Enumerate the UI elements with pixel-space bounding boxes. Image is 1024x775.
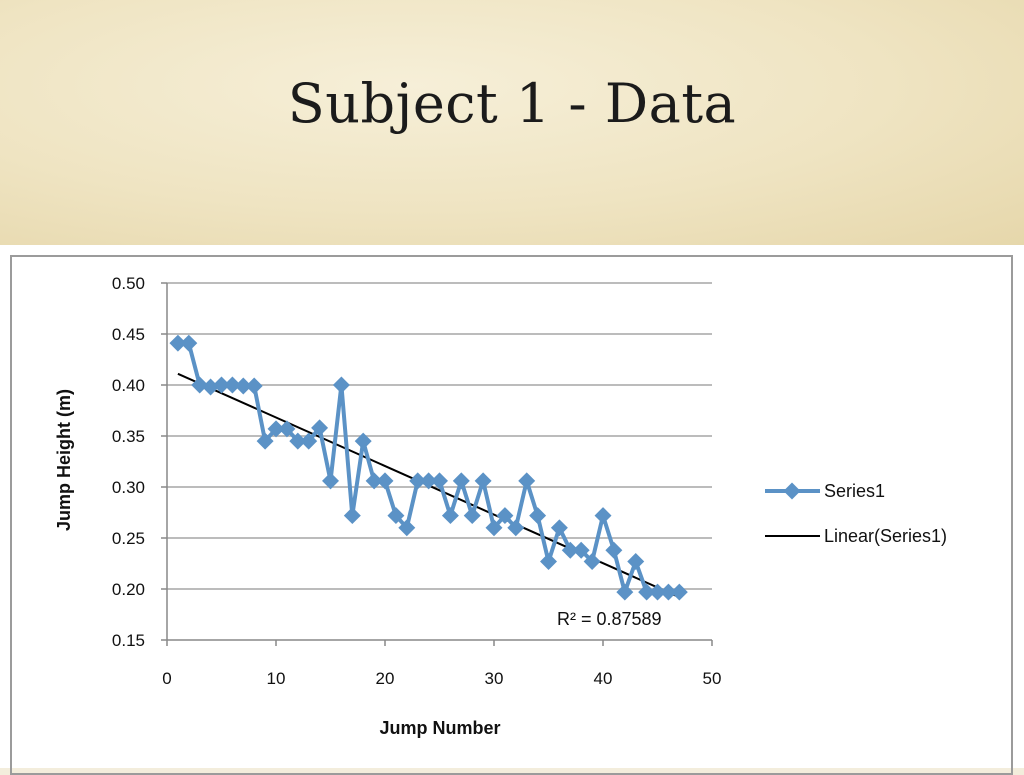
y-tick-label: 0.50 (112, 274, 145, 293)
data-point (169, 334, 187, 352)
legend-trendline-label: Linear(Series1) (824, 526, 947, 546)
legend-series1-marker (783, 482, 801, 500)
x-tick-label: 30 (485, 669, 504, 688)
slide-header: Subject 1 - Data (0, 0, 1024, 245)
y-tick-label: 0.35 (112, 427, 145, 446)
data-point (627, 552, 645, 570)
x-tick-label: 40 (594, 669, 613, 688)
y-tick-label: 0.45 (112, 325, 145, 344)
data-point (343, 507, 361, 525)
y-tick-label: 0.25 (112, 529, 145, 548)
data-point (670, 583, 688, 601)
y-axis-title: Jump Height (m) (54, 389, 74, 531)
legend: Series1 Linear(Series1) (765, 481, 947, 546)
data-point (234, 377, 252, 395)
y-tick-label: 0.30 (112, 478, 145, 497)
data-point (213, 376, 230, 394)
data-point (332, 376, 350, 394)
x-axis-title: Jump Number (379, 718, 500, 738)
data-point (256, 432, 274, 450)
data-point (223, 376, 241, 394)
data-point (387, 507, 405, 525)
legend-series1-label: Series1 (824, 481, 885, 501)
data-point (550, 519, 568, 537)
x-tick-label: 10 (267, 669, 286, 688)
data-point (616, 583, 634, 601)
data-point (354, 432, 372, 450)
axes (166, 283, 713, 646)
r-squared-label: R² = 0.87589 (557, 609, 662, 629)
data-point (191, 376, 209, 394)
data-point (540, 552, 558, 570)
slide-title: Subject 1 - Data (287, 72, 737, 135)
data-point (245, 377, 263, 395)
data-point (583, 552, 601, 570)
y-tick-labels: 0.15 0.20 0.25 0.30 0.35 0.40 0.45 0.50 (112, 274, 145, 650)
chart-area: 0.15 0.20 0.25 0.30 0.35 0.40 0.45 0.50 0 10 20 30… (0, 245, 1024, 775)
y-tick-label: 0.20 (112, 580, 145, 599)
x-tick-label: 0 (162, 669, 171, 688)
data-point (529, 507, 547, 525)
data-point (594, 507, 612, 525)
data-point (507, 519, 525, 537)
jump-height-chart: 0.15 0.20 0.25 0.30 0.35 0.40 0.45 0.50 0 10 20 30… (54, 274, 947, 738)
x-tick-label: 50 (703, 669, 722, 688)
data-point (649, 583, 667, 601)
x-tick-labels: 0 10 20 30 40 50 (162, 669, 721, 688)
x-tick-label: 20 (376, 669, 395, 688)
data-point (638, 583, 656, 601)
data-point (300, 432, 318, 450)
data-point (496, 507, 514, 525)
data-point (605, 541, 623, 559)
data-point (463, 507, 481, 525)
series-layer (169, 334, 688, 601)
data-point (180, 334, 198, 352)
data-point (398, 519, 416, 537)
data-point (659, 583, 677, 601)
data-point (289, 432, 307, 450)
grid-lines (161, 282, 712, 641)
data-point (441, 507, 459, 525)
data-point (485, 519, 503, 537)
y-tick-label: 0.40 (112, 376, 145, 395)
y-tick-label: 0.15 (112, 631, 145, 650)
